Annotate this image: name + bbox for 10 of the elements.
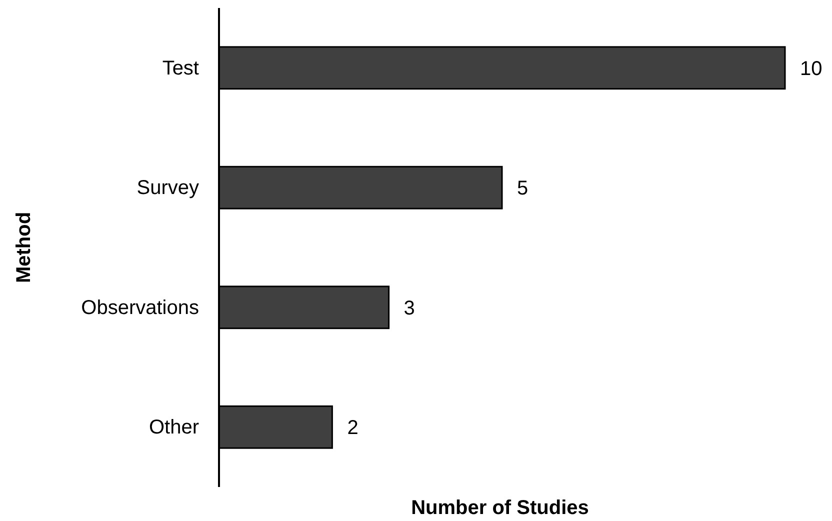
y-axis-title: Method xyxy=(13,212,35,284)
data-label: 5 xyxy=(517,178,528,200)
x-axis-title: Number of Studies xyxy=(411,497,589,519)
data-label: 10 xyxy=(800,58,822,80)
data-label: 2 xyxy=(347,417,358,440)
y-tick-label: Observations xyxy=(81,296,199,319)
data-label: 3 xyxy=(404,297,415,320)
y-tick-label: Survey xyxy=(136,177,199,200)
y-tick-label: Test xyxy=(162,57,200,80)
y-tick-label: Other xyxy=(148,416,200,439)
